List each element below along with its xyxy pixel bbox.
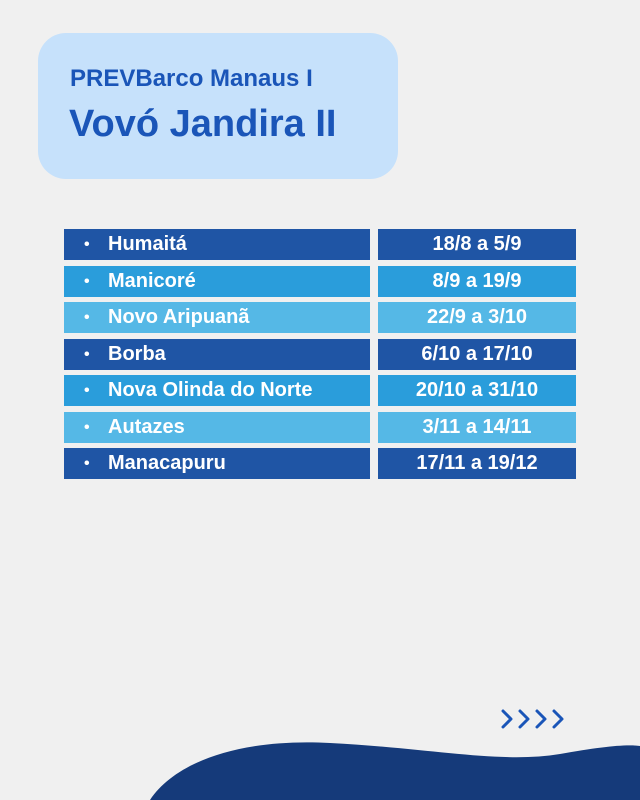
bullet-icon: •: [84, 418, 90, 436]
place-cell: • Autazes: [64, 411, 370, 443]
date-cell: 17/11 a 19/12: [378, 448, 576, 479]
bullet-icon: •: [84, 236, 90, 253]
schedule-row: • Humaitá 18/8 a 5/9: [64, 229, 576, 260]
date-cell: 20/10 a 31/10: [378, 375, 576, 406]
place-cell: • Novo Aripuanã: [64, 302, 370, 333]
bullet-icon: •: [84, 455, 90, 472]
date-cell: 6/10 a 17/10: [378, 338, 576, 370]
date-cell: 22/9 a 3/10: [378, 302, 576, 333]
chevrons-right-icon[interactable]: [500, 706, 570, 732]
bullet-icon: •: [84, 309, 90, 326]
page-title: Vovó Jandira II: [69, 103, 337, 145]
place-label: Manicoré: [108, 269, 196, 292]
bullet-icon: •: [84, 345, 90, 363]
date-cell: 8/9 a 19/9: [378, 265, 576, 297]
place-cell: • Manicoré: [64, 265, 370, 297]
bullet-icon: •: [84, 272, 90, 290]
place-cell: • Humaitá: [64, 229, 370, 260]
place-label: Nova Olinda do Norte: [108, 379, 313, 401]
schedule-table: • Humaitá 18/8 a 5/9 • Manicoré 8/9 a 19…: [64, 229, 576, 485]
schedule-row: • Nova Olinda do Norte 20/10 a 31/10: [64, 375, 576, 406]
place-label: Autazes: [108, 415, 185, 438]
place-cell: • Nova Olinda do Norte: [64, 375, 370, 406]
title-card: PREVBarco Manaus I Vovó Jandira II: [38, 33, 398, 179]
place-cell: • Borba: [64, 338, 370, 370]
place-label: Humaitá: [108, 233, 187, 255]
bullet-icon: •: [84, 382, 90, 399]
date-cell: 18/8 a 5/9: [378, 229, 576, 260]
bottom-wave: [150, 742, 640, 800]
date-cell: 3/11 a 14/11: [378, 411, 576, 443]
schedule-row: • Autazes 3/11 a 14/11: [64, 411, 576, 443]
schedule-row: • Manicoré 8/9 a 19/9: [64, 265, 576, 297]
schedule-row: • Novo Aripuanã 22/9 a 3/10: [64, 302, 576, 333]
subtitle: PREVBarco Manaus I: [70, 65, 313, 92]
place-label: Borba: [108, 342, 166, 365]
place-label: Novo Aripuanã: [108, 306, 250, 328]
schedule-row: • Manacapuru 17/11 a 19/12: [64, 448, 576, 479]
schedule-row: • Borba 6/10 a 17/10: [64, 338, 576, 370]
place-label: Manacapuru: [108, 452, 226, 474]
place-cell: • Manacapuru: [64, 448, 370, 479]
